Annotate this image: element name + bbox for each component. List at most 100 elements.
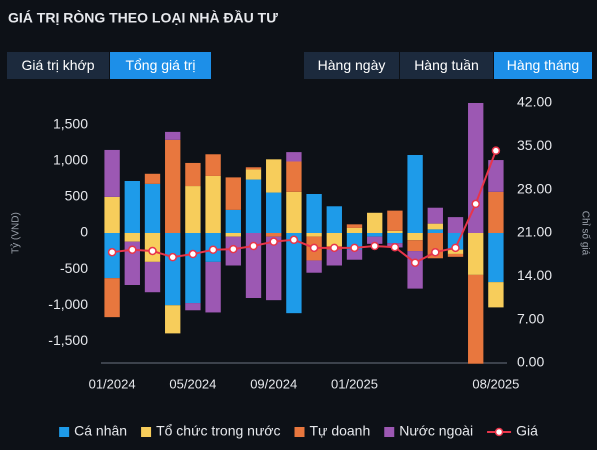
- tab[interactable]: Hàng tuần: [400, 52, 493, 79]
- price-point: [309, 243, 319, 253]
- bar-segment: [468, 233, 484, 275]
- bar-segment: [165, 305, 181, 334]
- bar-segment: [427, 223, 443, 230]
- bar-segment: [144, 173, 161, 184]
- price-point: [229, 244, 238, 254]
- bar-segment: [225, 177, 241, 210]
- bar-segment: [205, 175, 221, 233]
- y-tick-label: -1,500: [48, 332, 88, 348]
- bar-segment: [387, 210, 403, 231]
- bar-segment: [144, 183, 161, 233]
- bar-segment: [488, 233, 504, 283]
- price-point: [390, 242, 400, 252]
- legend-swatch: [59, 427, 70, 437]
- bar-segment: [104, 278, 120, 318]
- price-point: [431, 247, 440, 257]
- bar-segment: [407, 155, 423, 233]
- y2-tick-label: 35.00: [517, 137, 552, 153]
- bar-segment: [185, 162, 201, 187]
- bar-segment: [488, 191, 504, 233]
- y-tick-label: 500: [65, 188, 89, 204]
- bar-segment: [225, 209, 241, 233]
- bar-segment: [346, 224, 363, 228]
- bar-segment: [144, 261, 161, 293]
- legend-label: Cá nhân: [74, 423, 127, 439]
- y2-tick-label: 14.00: [517, 267, 552, 283]
- bar-segment: [346, 227, 363, 233]
- legend-label: Tự doanh: [310, 423, 371, 439]
- price-point: [471, 199, 480, 209]
- bar-segment: [488, 282, 504, 308]
- bar-segment: [346, 249, 363, 260]
- price-point: [370, 241, 379, 251]
- y2-tick-label: 42.00: [517, 94, 552, 110]
- y-tick-label: -1,000: [48, 296, 88, 312]
- legend-label: Nước ngoài: [399, 423, 473, 439]
- bar-segment: [266, 233, 282, 237]
- legend-swatch: [141, 427, 152, 437]
- bar-segment: [387, 233, 403, 244]
- bar-segment: [306, 233, 322, 237]
- tab[interactable]: Giá trị khớp: [7, 52, 109, 79]
- bar-segment: [306, 260, 322, 273]
- bar-segment: [124, 241, 140, 285]
- bar-segment: [306, 194, 322, 233]
- y2-tick-label: 0.00: [517, 354, 544, 370]
- x-tick-label: 01/2024: [89, 376, 136, 391]
- bar-segment: [447, 253, 464, 257]
- bar-segment: [266, 159, 282, 193]
- bar-segment: [326, 206, 342, 233]
- price-point: [168, 252, 177, 262]
- bar-segment: [245, 169, 262, 180]
- bar-segment: [185, 186, 201, 233]
- y-tick-label: 0: [80, 224, 88, 240]
- legend-label: Giá: [516, 423, 538, 439]
- x-tick-label: 01/2025: [331, 376, 378, 391]
- price-point: [410, 258, 420, 267]
- y2-tick-label: 28.00: [517, 180, 552, 196]
- price-point: [188, 249, 198, 259]
- bar-segment: [407, 240, 423, 252]
- bar-segment: [488, 160, 504, 192]
- bar-segment: [286, 191, 302, 233]
- legend-swatch: [294, 427, 305, 437]
- y2-tick-label: 7.00: [517, 310, 544, 326]
- bar-segment: [104, 149, 120, 197]
- bar-segment: [367, 233, 383, 237]
- bar-segment: [326, 249, 342, 266]
- legend-swatch: [494, 427, 504, 437]
- bar-segment: [104, 196, 120, 233]
- bar-segment: [124, 181, 140, 233]
- legend-label: Tổ chức trong nước: [156, 423, 280, 439]
- price-point: [491, 146, 501, 155]
- price-point: [350, 243, 359, 253]
- bar-segment: [165, 233, 181, 306]
- bar-segment: [245, 167, 262, 170]
- bar-segment: [387, 230, 403, 233]
- bar-segment: [468, 103, 484, 233]
- bar-segment: [286, 233, 302, 314]
- chart-title: GIÁ TRỊ RÒNG THEO LOẠI NHÀ ĐẦU TƯ: [8, 9, 278, 26]
- price-point: [330, 243, 339, 253]
- price-point: [269, 237, 278, 246]
- bar-segment: [367, 212, 383, 233]
- bar-segment: [286, 152, 302, 162]
- bar-segment: [266, 192, 282, 233]
- y2-tick-label: 21.00: [517, 224, 552, 240]
- x-tick-label: 05/2024: [169, 376, 216, 391]
- tab[interactable]: Hàng tháng: [494, 52, 592, 79]
- bar-segment: [245, 233, 262, 298]
- bar-segment: [286, 161, 302, 192]
- price-point: [451, 243, 460, 253]
- bar-segment: [468, 274, 484, 364]
- legend-swatch: [384, 427, 395, 437]
- tab[interactable]: Hàng ngày: [304, 52, 399, 79]
- bar-segment: [205, 261, 221, 313]
- bar-segment: [447, 217, 464, 233]
- price-point: [249, 241, 258, 251]
- bar-segment: [407, 233, 423, 241]
- x-tick-label: 09/2024: [250, 376, 297, 391]
- bar-segment: [326, 233, 342, 246]
- tab[interactable]: Tổng giá trị: [110, 52, 211, 79]
